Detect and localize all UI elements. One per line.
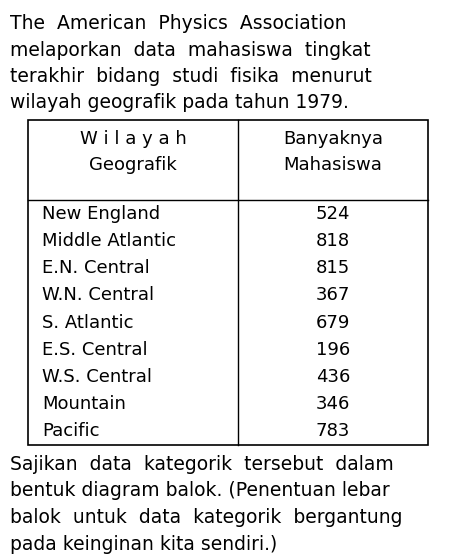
Text: 815: 815 <box>316 259 350 277</box>
Text: Pacific: Pacific <box>42 422 100 440</box>
Text: Sajikan  data  kategorik  tersebut  dalam: Sajikan data kategorik tersebut dalam <box>10 455 394 474</box>
Text: 524: 524 <box>316 205 350 223</box>
Text: 436: 436 <box>316 368 350 386</box>
Text: terakhir  bidang  studi  fisika  menurut: terakhir bidang studi fisika menurut <box>10 67 372 86</box>
Text: E.N. Central: E.N. Central <box>42 259 150 277</box>
Text: The  American  Physics  Association: The American Physics Association <box>10 14 346 33</box>
Text: Middle Atlantic: Middle Atlantic <box>42 232 176 250</box>
Text: W i l a y a h
Geografik: W i l a y a h Geografik <box>80 130 186 174</box>
Text: E.S. Central: E.S. Central <box>42 341 147 359</box>
Text: balok  untuk  data  kategorik  bergantung: balok untuk data kategorik bergantung <box>10 508 402 527</box>
Text: Banyaknya
Mahasiswa: Banyaknya Mahasiswa <box>283 130 383 174</box>
Text: 783: 783 <box>316 422 350 440</box>
Text: Mountain: Mountain <box>42 395 126 413</box>
Text: 346: 346 <box>316 395 350 413</box>
Text: 679: 679 <box>316 314 350 331</box>
Text: 367: 367 <box>316 286 350 304</box>
Text: 196: 196 <box>316 341 350 359</box>
Text: melaporkan  data  mahasiswa  tingkat: melaporkan data mahasiswa tingkat <box>10 41 371 59</box>
Text: bentuk diagram balok. (Penentuan lebar: bentuk diagram balok. (Penentuan lebar <box>10 482 390 501</box>
Bar <box>28 120 428 445</box>
Text: S. Atlantic: S. Atlantic <box>42 314 133 331</box>
Text: wilayah geografik pada tahun 1979.: wilayah geografik pada tahun 1979. <box>10 93 349 113</box>
Text: 818: 818 <box>316 232 350 250</box>
Text: W.S. Central: W.S. Central <box>42 368 152 386</box>
Text: W.N. Central: W.N. Central <box>42 286 154 304</box>
Text: New England: New England <box>42 205 160 223</box>
Text: pada keinginan kita sendiri.): pada keinginan kita sendiri.) <box>10 534 277 553</box>
